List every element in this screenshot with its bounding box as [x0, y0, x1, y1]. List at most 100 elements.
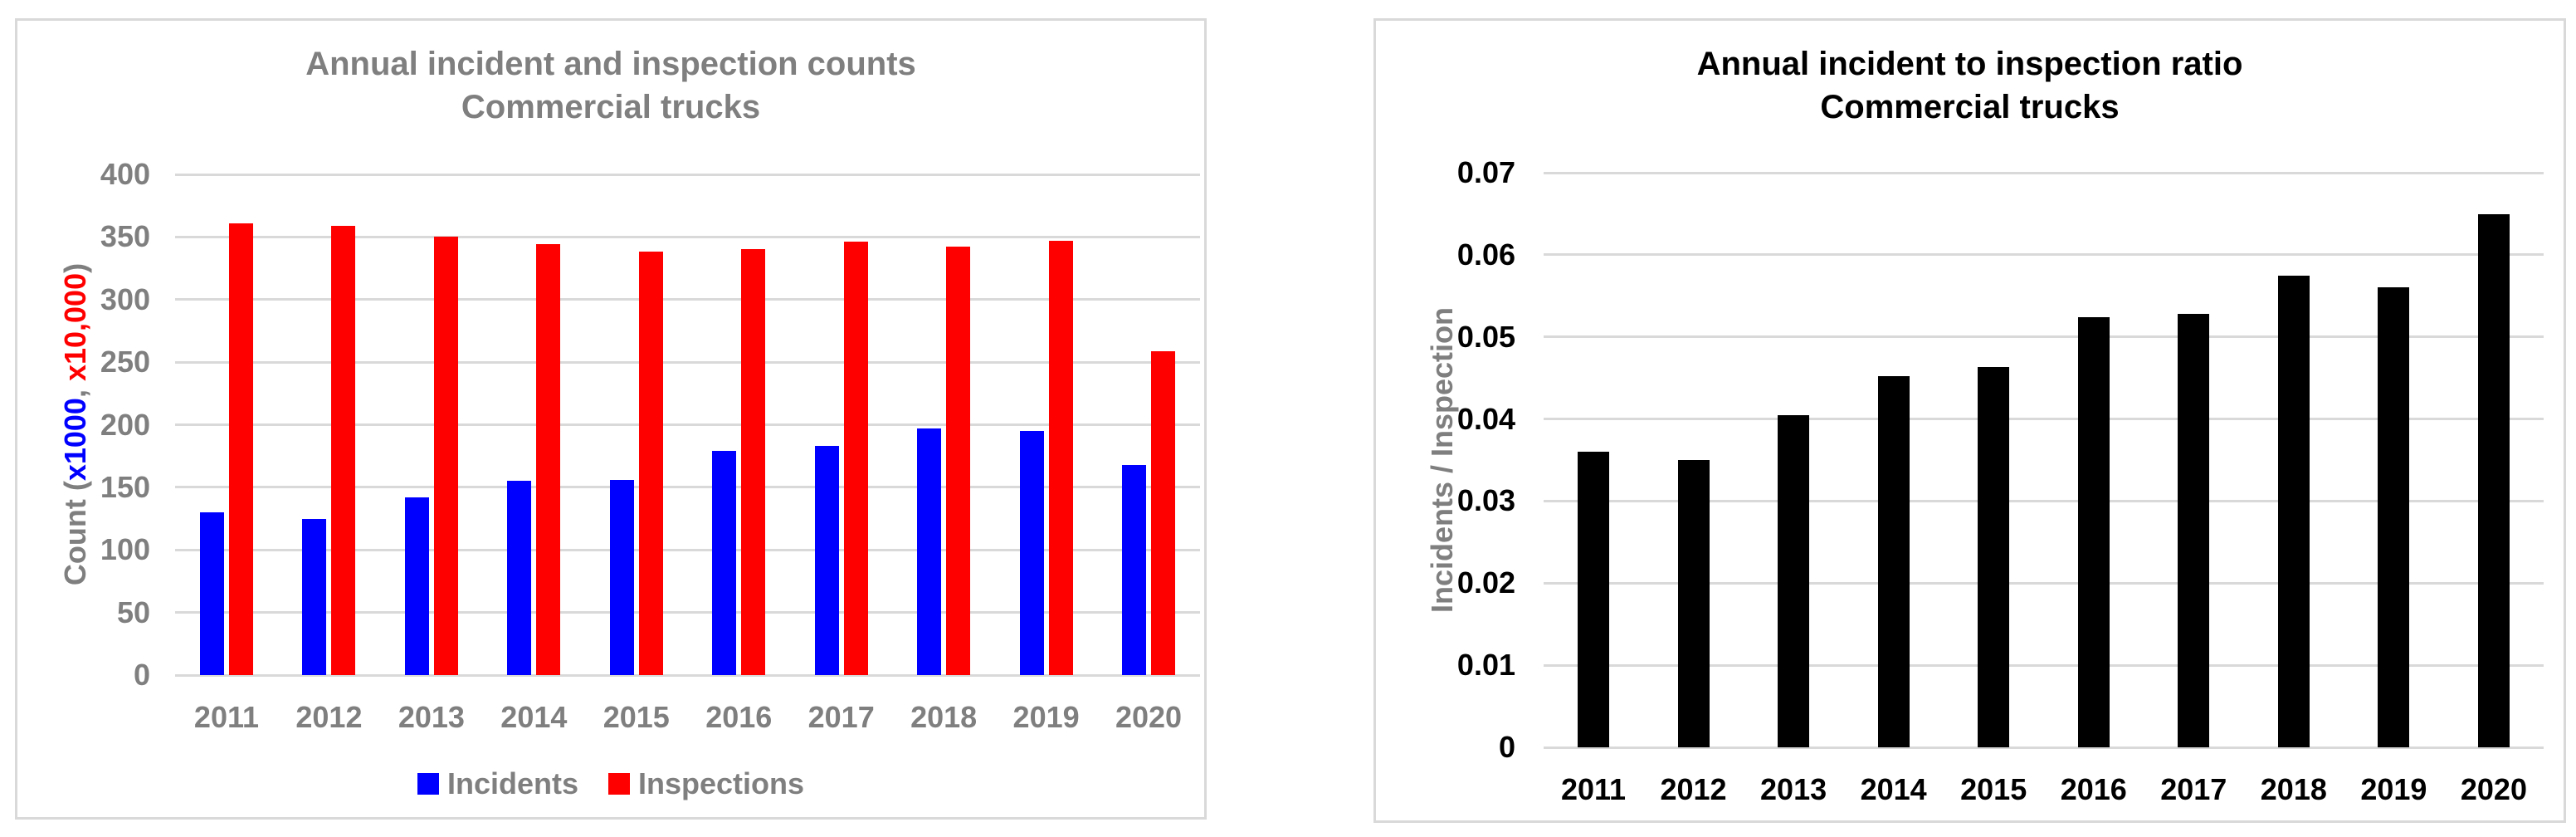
legend-swatch-incidents	[417, 773, 439, 795]
left-gridline-300	[175, 298, 1200, 301]
right-bar-ratio-2011	[1578, 452, 1609, 747]
right-bar-ratio-2018	[2277, 275, 2310, 747]
left-bar-incidents-2016	[712, 451, 737, 675]
left-gridline-350	[175, 235, 1200, 238]
left-bar-inspections-2020	[1151, 350, 1176, 675]
right-gridline-0.03	[1544, 499, 2544, 502]
right-chart-title-line1: Annual incident to inspection ratio	[1696, 46, 2243, 82]
left-plot-area: 0 50 100 150 200 250 300 350 400 2011 2012 2013 2014…	[100, 157, 1200, 734]
left-y-tick-label: 50	[116, 595, 150, 629]
right-bar-ratio-2013	[1778, 414, 1810, 747]
left-bar-incidents-2012	[302, 518, 327, 675]
left-bar-inspections-2016	[741, 249, 766, 675]
right-x-tick-label-2020: 2020	[2460, 772, 2527, 806]
legend-item-inspections: Inspections	[607, 766, 805, 801]
left-bar-incidents-2013	[404, 497, 429, 675]
left-y-tick-label: 150	[100, 469, 150, 504]
left-gridline-50	[175, 611, 1200, 614]
right-x-tick-label-2016: 2016	[2060, 772, 2127, 806]
legend-item-incidents: Incidents	[417, 766, 578, 801]
right-chart-panel: Annual incident to inspection ratio Comm…	[1373, 18, 2566, 823]
left-chart-title-line2: Commercial trucks	[461, 89, 761, 125]
left-x-tick-label-2020: 2020	[1115, 700, 1183, 734]
right-bar-ratio-2015	[1978, 367, 2010, 747]
left-x-tick-label-2013: 2013	[398, 700, 465, 734]
left-y-tick-label: 400	[100, 157, 150, 191]
right-x-tick-label-2011: 2011	[1560, 772, 1627, 806]
left-bar-inspections-2018	[946, 247, 971, 675]
right-x-tick-label-2014: 2014	[1860, 772, 1927, 806]
right-y-tick-label: 0.07	[1456, 155, 1515, 189]
left-gridline-400	[175, 173, 1200, 176]
right-x-tick-label-2019: 2019	[2360, 772, 2427, 806]
left-y-tick-label: 200	[100, 407, 150, 442]
right-y-tick-label: 0.06	[1456, 237, 1515, 272]
left-gridline-0	[175, 673, 1200, 677]
right-gridline-0.01	[1544, 663, 2544, 667]
left-bar-inspections-2017	[843, 242, 868, 675]
left-x-tick-label-2019: 2019	[1012, 700, 1080, 734]
right-y-tick-label: 0.02	[1456, 565, 1515, 600]
left-bar-inspections-2015	[638, 252, 663, 675]
right-x-tick-label-2012: 2012	[1660, 772, 1727, 806]
right-chart-title-line2: Commercial trucks	[1820, 89, 2120, 125]
left-bar-inspections-2013	[433, 237, 458, 675]
left-bar-incidents-2015	[609, 479, 634, 675]
right-bar-ratio-2014	[1877, 376, 1910, 747]
left-bar-inspections-2011	[229, 223, 253, 675]
left-chart-title-line1: Annual incident and inspection counts	[305, 46, 916, 82]
left-x-tick-label-2016: 2016	[705, 700, 773, 734]
left-bar-incidents-2014	[507, 481, 532, 675]
left-bar-inspections-2014	[536, 244, 561, 675]
left-bar-inspections-2012	[331, 225, 356, 675]
left-bar-incidents-2019	[1019, 431, 1044, 675]
right-x-tick-label-2018: 2018	[2260, 772, 2327, 806]
right-x-tick-label-2017: 2017	[2160, 772, 2227, 806]
right-gridline-0.05	[1544, 335, 2544, 339]
right-y-tick-label: 0.05	[1456, 319, 1515, 354]
right-x-tick-label-2013: 2013	[1760, 772, 1827, 806]
left-chart-title: Annual incident and inspection counts Co…	[17, 42, 1204, 129]
right-bar-ratio-2016	[2077, 317, 2110, 747]
legend: Incidents Inspections	[17, 764, 1204, 804]
right-plot-area: 0 0.01 0.02 0.03 0.04 0.05 0.06 0.07 2011 2012 201…	[1457, 155, 2544, 806]
right-gridline-0.07	[1544, 171, 2544, 174]
left-x-tick-label-2012: 2012	[295, 700, 363, 734]
left-y-axis-title-separator: ,	[58, 381, 92, 399]
left-bar-incidents-2011	[200, 512, 224, 675]
left-gridline-200	[175, 423, 1200, 426]
left-y-axis-title-suffix: )	[58, 262, 92, 273]
right-bar-ratio-2019	[2378, 287, 2410, 747]
left-x-tick-label-2017: 2017	[807, 700, 875, 734]
right-bar-ratio-2020	[2477, 214, 2510, 747]
right-bar-ratio-2017	[2178, 314, 2210, 747]
left-y-tick-label: 100	[100, 532, 150, 567]
left-chart-panel: Annual incident and inspection counts Co…	[15, 18, 1207, 820]
legend-label-inspections: Inspections	[637, 766, 805, 800]
left-y-tick-label: 250	[100, 345, 150, 379]
right-x-tick-label-2015: 2015	[1960, 772, 2027, 806]
right-bar-ratio-2012	[1677, 460, 1710, 747]
left-x-tick-label-2018: 2018	[910, 700, 978, 734]
left-bar-incidents-2020	[1122, 464, 1147, 675]
left-y-tick-label: 300	[100, 281, 150, 316]
left-gridline-150	[175, 486, 1200, 489]
left-bar-incidents-2017	[814, 446, 839, 675]
right-gridline-0	[1544, 746, 2544, 749]
right-chart-title: Annual incident to inspection ratio Comm…	[1376, 42, 2564, 129]
legend-label-incidents: Incidents	[446, 766, 578, 800]
left-y-tick-label: 350	[100, 219, 150, 254]
left-gridline-100	[175, 548, 1200, 551]
right-y-tick-label: 0	[1498, 730, 1515, 764]
right-y-tick-label: 0.04	[1456, 401, 1515, 436]
left-x-tick-label-2015: 2015	[603, 700, 670, 734]
left-x-tick-label-2011: 2011	[193, 700, 260, 734]
left-gridline-250	[175, 360, 1200, 364]
right-y-tick-label: 0.01	[1456, 648, 1515, 683]
right-gridline-0.04	[1544, 418, 2544, 421]
left-y-tick-label: 0	[133, 658, 150, 692]
right-gridline-0.06	[1544, 253, 2544, 257]
legend-swatch-inspections	[607, 773, 630, 795]
left-x-tick-label-2014: 2014	[500, 700, 568, 734]
